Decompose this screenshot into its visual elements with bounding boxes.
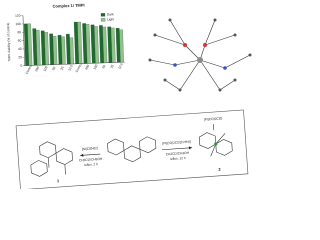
conditions: CH2Cl2/CH3OH [79, 157, 103, 163]
conditions: reflux, 12 h [170, 156, 186, 161]
structure-2 [198, 132, 233, 157]
reagent: [Ni(ClO4)2] [82, 146, 98, 151]
reagent: [Pt(CO)2Cl2(C2H4)] [162, 140, 191, 146]
legend-swatch [100, 13, 106, 17]
y-axis-label: TMPI viability (% of control) [6, 23, 11, 62]
arrow [162, 147, 193, 151]
reagent: [Pt(CO)2Cl2] [204, 116, 223, 121]
scheme-frame [15, 109, 249, 189]
reaction-scheme: 1 [Ni(ClO4)2] CH2Cl2/CH3OH reflux, 2 h [… [15, 109, 249, 189]
bar [77, 21, 83, 64]
y-tick-label: 40 [18, 47, 22, 51]
x-tick-label: 200 [84, 64, 90, 71]
x-tick-label: 25 [110, 64, 115, 69]
arrow [80, 153, 101, 156]
legend-label: Dark [107, 12, 114, 16]
x-tick-label: Control [25, 64, 33, 75]
structure-1 [30, 141, 73, 177]
bar [69, 37, 74, 65]
bar [52, 36, 58, 65]
legend-label: Light [107, 17, 114, 21]
bar [61, 36, 66, 65]
x-tick-label: Control [75, 62, 83, 73]
bar [119, 29, 124, 63]
bar [102, 26, 108, 63]
conditions: reflux, 2 h [84, 162, 98, 167]
bar [27, 23, 33, 66]
x-tick-label: 100 [92, 64, 98, 71]
page: {"chart_data": {"type": "bar", "title": … [6, 2, 252, 189]
bar [44, 32, 49, 65]
chart-title: Complex 1/ TMPI [53, 3, 85, 9]
arrowhead [188, 146, 192, 150]
conditions: CH2Cl2/CH3OH [166, 151, 190, 157]
y-tick-label: 20 [18, 55, 22, 59]
y-tick-label: 60 [18, 39, 22, 43]
bar [110, 27, 116, 63]
x-tick-label: 200 [34, 66, 40, 73]
bar-chart: Complex 1/ TMPI TMPI viability (% of con… [6, 3, 125, 75]
x-tick-label: 12.5 [67, 64, 74, 72]
x-tick-label: 50 [101, 64, 106, 69]
x-tick-label: 100 [42, 65, 48, 72]
y-tick-label: 120 [15, 14, 21, 18]
x-tick-label: 50 [51, 66, 56, 71]
bar [85, 24, 91, 64]
bar [94, 26, 99, 64]
bar [35, 29, 41, 66]
y-tick-label: 80 [17, 30, 21, 34]
compound-label: 1 [57, 178, 60, 183]
legend-swatch [100, 18, 106, 22]
figure: Complex 1/ TMPI TMPI viability (% of con… [6, 3, 252, 189]
ligand-structure [107, 136, 157, 163]
x-axis [24, 61, 125, 66]
x-tick-label: 25 [60, 66, 65, 71]
compound-label: 2 [218, 167, 221, 172]
arrowhead [80, 153, 84, 157]
crystal-structure [148, 18, 252, 92]
x-tick-label: 12.5 [117, 62, 124, 70]
y-tick-label: 100 [15, 22, 21, 26]
y-tick-label: 0 [20, 64, 22, 68]
